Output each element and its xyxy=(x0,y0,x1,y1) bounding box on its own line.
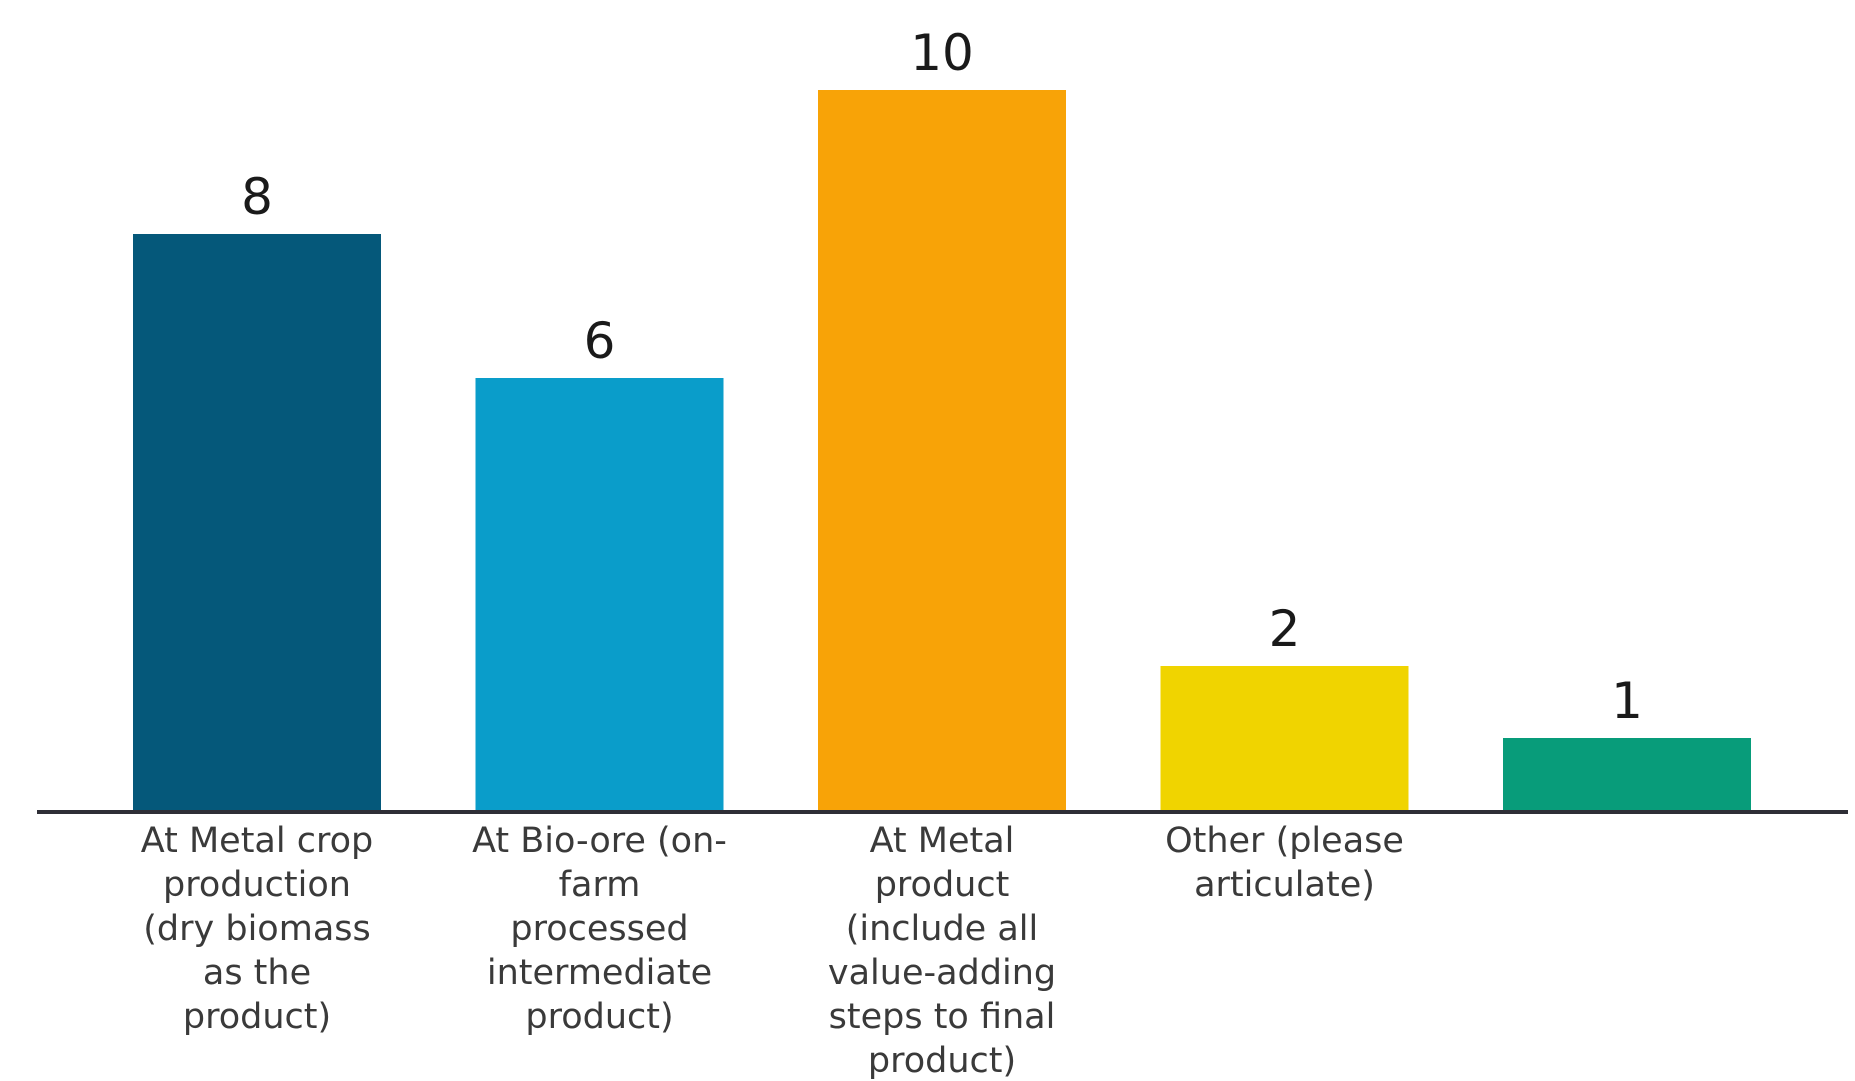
value-label-3: 10 xyxy=(910,24,974,82)
category-label-line: product xyxy=(875,865,1010,905)
bar-2 xyxy=(475,378,724,810)
category-label-line: value-adding xyxy=(828,953,1056,993)
category-label-line: product) xyxy=(525,997,673,1037)
category-label-line: (include all xyxy=(846,909,1038,949)
bar-4 xyxy=(1160,666,1409,810)
category-label-line: At Metal xyxy=(870,821,1015,861)
category-labels-group: At Metal crop production (dry biomass as th… xyxy=(141,821,1404,1081)
bar-5 xyxy=(1503,738,1751,810)
category-label-line: At Metal crop xyxy=(141,821,373,861)
category-label-line: Other (please xyxy=(1165,821,1404,861)
category-label-line: production xyxy=(163,865,351,905)
category-label-line: processed xyxy=(510,909,688,949)
category-label-line: At Bio-ore (on- xyxy=(472,821,727,861)
category-label-4: Other (please articulate) xyxy=(1165,821,1404,905)
category-label-line: as the xyxy=(203,953,311,993)
value-labels-group: 8 6 10 2 1 xyxy=(241,24,1643,730)
bars-group xyxy=(133,90,1751,810)
category-label-line: (dry biomass xyxy=(143,909,370,949)
value-label-2: 6 xyxy=(584,312,616,370)
bar-3 xyxy=(818,90,1066,810)
category-label-3: At Metal product (include all value-adding s… xyxy=(828,821,1056,1081)
category-label-line: intermediate xyxy=(487,953,712,993)
category-label-line: farm xyxy=(559,865,641,905)
bar-1 xyxy=(133,234,381,810)
value-label-4: 2 xyxy=(1269,600,1301,658)
category-label-1: At Metal crop production (dry biomass as th… xyxy=(141,821,373,1037)
category-label-line: steps to final xyxy=(829,997,1056,1037)
category-label-line: product) xyxy=(868,1041,1016,1081)
category-label-2: At Bio-ore (on-farm processed intermediate… xyxy=(472,821,727,1037)
category-label-line: articulate) xyxy=(1194,865,1375,905)
value-label-5: 1 xyxy=(1611,672,1643,730)
category-label-line: product) xyxy=(183,997,331,1037)
value-label-1: 8 xyxy=(241,168,273,226)
